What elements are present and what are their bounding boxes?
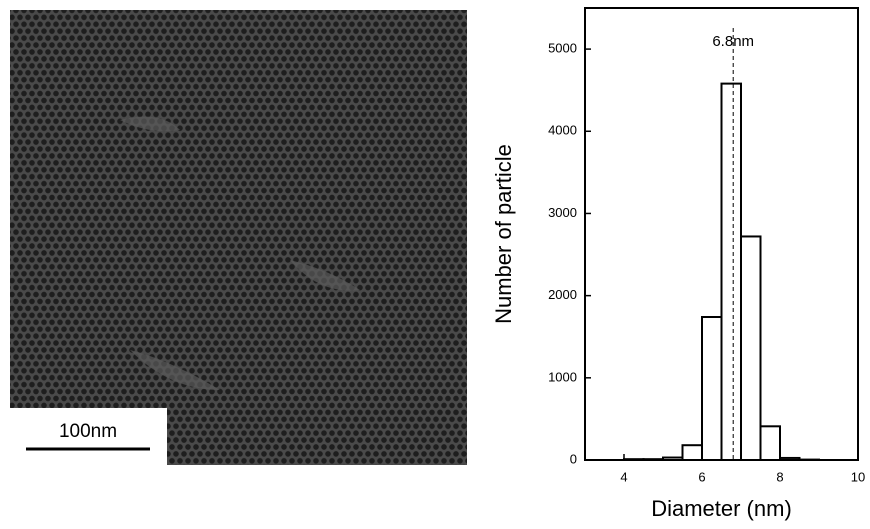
y-tick-label: 5000 bbox=[548, 41, 577, 56]
x-tick-label: 6 bbox=[698, 469, 705, 484]
x-tick-label: 4 bbox=[620, 469, 627, 484]
scale-bar-label: 100nm bbox=[59, 421, 117, 442]
y-tick-label: 0 bbox=[570, 451, 577, 466]
bar bbox=[702, 317, 722, 460]
x-axis-label: Diameter (nm) bbox=[651, 496, 792, 521]
histogram: 0 1000 2000 3000 4000 5000 4 6 8 10 Diameter (nm) N… bbox=[491, 8, 865, 521]
annotation: 6.8nm bbox=[712, 33, 754, 50]
x-tick-label: 8 bbox=[776, 469, 783, 484]
y-tick-label: 4000 bbox=[548, 123, 577, 138]
tem-image: 100nm bbox=[10, 10, 467, 465]
bar bbox=[741, 236, 761, 460]
y-tick-label: 1000 bbox=[548, 369, 577, 384]
bar bbox=[722, 84, 742, 460]
bar bbox=[683, 445, 703, 460]
y-axis-label: Number of particle bbox=[491, 144, 516, 324]
y-tick-label: 2000 bbox=[548, 287, 577, 302]
x-tick-label: 10 bbox=[851, 469, 865, 484]
y-tick-label: 3000 bbox=[548, 205, 577, 220]
tem-texture bbox=[10, 10, 467, 465]
bar bbox=[761, 426, 781, 460]
